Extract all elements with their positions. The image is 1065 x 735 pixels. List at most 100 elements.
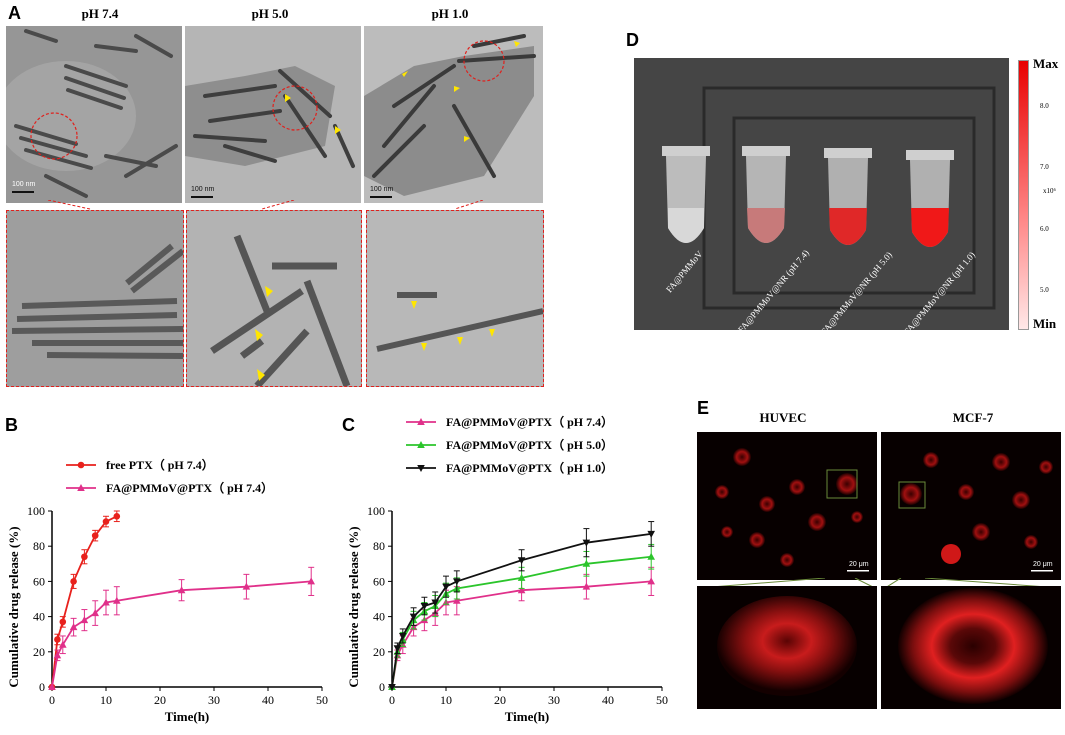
data-point: [70, 578, 77, 585]
y-tick-label: 100: [27, 504, 45, 518]
data-point: [647, 530, 655, 538]
data-point: [582, 559, 591, 567]
legend-label: FA@PMMoV@PTX（ pH 5.0）: [446, 437, 613, 452]
x-tick-label: 50: [316, 693, 328, 707]
data-point: [113, 596, 121, 604]
panel-a-letter: A: [8, 3, 21, 23]
data-point: [582, 582, 591, 590]
intensity-colorbar: [1018, 60, 1029, 330]
x-tick-label: 30: [208, 693, 220, 707]
data-point: [177, 586, 186, 594]
data-point: [399, 632, 407, 640]
colorbar-tick: 7.0: [1040, 163, 1049, 171]
scale-label: 20 μm: [1033, 561, 1053, 568]
panel-b-letter: B: [5, 415, 18, 435]
data-point: [91, 609, 99, 617]
data-point: [582, 539, 591, 547]
y-tick-label: 60: [33, 574, 45, 588]
y-axis-label: Cumulative drug release (%): [6, 526, 21, 687]
panel-e-header-huvec: HUVEC: [759, 410, 807, 425]
x-tick-label: 20: [494, 693, 506, 707]
data-point: [59, 640, 67, 648]
legend-label: FA@PMMoV@PTX（ pH 7.4）: [446, 414, 613, 429]
y-tick-label: 40: [373, 610, 385, 624]
x-tick-label: 0: [389, 693, 395, 707]
series-2: [48, 566, 315, 690]
y-tick-label: 60: [373, 574, 385, 588]
y-axis-label: Cumulative drug release (%): [346, 526, 361, 687]
data-point: [442, 583, 450, 591]
data-point: [388, 684, 396, 691]
legend-label: FA@PMMoV@PTX（ pH 1.0）: [446, 460, 613, 475]
panel-d-letter: D: [626, 30, 639, 50]
scale-label: 100 nm: [12, 181, 36, 188]
data-point: [242, 582, 251, 590]
fluorescence-tube-image: FA@PMMoV FA@PMMoV@NR (pH 7.4) FA@PMMoV@N…: [634, 58, 1009, 330]
panel-a-header-ph10: pH 1.0: [431, 6, 469, 21]
tem-zoom-ph50: [186, 210, 362, 387]
data-point: [102, 518, 110, 525]
series-3: [388, 521, 655, 691]
x-tick-label: 50: [656, 693, 668, 707]
legend-marker: [417, 418, 425, 425]
data-point: [59, 618, 67, 626]
legend-marker: [77, 484, 85, 491]
data-point: [431, 599, 439, 607]
release-chart-c: 0 10 20 30 40 50 0 20 40 60 80 100 Time(h) Cumulative…: [346, 414, 668, 724]
tem-image-ph74: 100 nm: [5, 25, 183, 204]
huvec-zoom-image: [697, 586, 877, 709]
legend-label: FA@PMMoV@PTX（ pH 7.4）: [106, 480, 273, 495]
data-point: [393, 645, 402, 653]
x-tick-label: 40: [262, 693, 274, 707]
panel-a-header-ph50: pH 5.0: [251, 6, 289, 21]
colorbar-min-label: Min: [1033, 316, 1057, 331]
panel-c-letter: C: [342, 415, 355, 435]
x-tick-label: 10: [100, 693, 112, 707]
data-point: [102, 598, 110, 606]
tem-image-ph10: 100 nm: [363, 25, 544, 204]
legend-marker: [77, 461, 85, 469]
colorbar-tick: 5.0: [1040, 286, 1049, 294]
zoom-connectors: [47, 200, 484, 210]
y-tick-label: 100: [367, 504, 385, 518]
data-point: [453, 578, 461, 586]
x-tick-label: 30: [548, 693, 560, 707]
data-point: [453, 596, 461, 604]
data-point: [647, 552, 655, 560]
series-1: [48, 510, 121, 691]
release-chart-b: 0 10 20 30 40 50 0 20 40 60 80 100 Time(h) Cumulative…: [6, 457, 328, 724]
y-tick-label: 80: [33, 539, 45, 553]
panel-a-header-ph74: pH 7.4: [81, 6, 119, 21]
data-point: [80, 616, 89, 624]
tem-zoom-ph74: [6, 210, 184, 387]
huvec-fluorescence-image: 20 μm: [697, 432, 877, 580]
data-point: [81, 553, 88, 561]
data-point: [307, 577, 315, 585]
legend-marker: [417, 441, 425, 448]
x-axis-label: Time(h): [165, 709, 210, 724]
x-tick-label: 10: [440, 693, 452, 707]
data-point: [113, 512, 121, 520]
y-tick-label: 20: [33, 645, 45, 659]
data-point: [517, 573, 526, 581]
data-point: [517, 557, 526, 565]
data-point: [69, 623, 78, 631]
panel-e-letter: E: [697, 398, 710, 418]
scale-label: 100 nm: [370, 186, 394, 193]
x-tick-label: 40: [602, 693, 614, 707]
tem-zoom-ph10: [366, 210, 544, 387]
colorbar-unit: x10⁶: [1043, 187, 1056, 195]
colorbar-tick: 8.0: [1040, 102, 1049, 110]
y-tick-label: 0: [39, 680, 45, 694]
data-point: [517, 586, 526, 594]
data-point: [48, 683, 56, 690]
data-point: [409, 613, 418, 621]
data-point: [647, 577, 655, 585]
legend-label: free PTX（ pH 7.4）: [106, 457, 214, 472]
y-tick-label: 0: [379, 680, 385, 694]
mcf7-zoom-image: [881, 586, 1061, 709]
legend-marker: [417, 465, 425, 472]
y-tick-label: 40: [33, 610, 45, 624]
data-point: [420, 603, 429, 611]
series-2: [388, 543, 655, 690]
